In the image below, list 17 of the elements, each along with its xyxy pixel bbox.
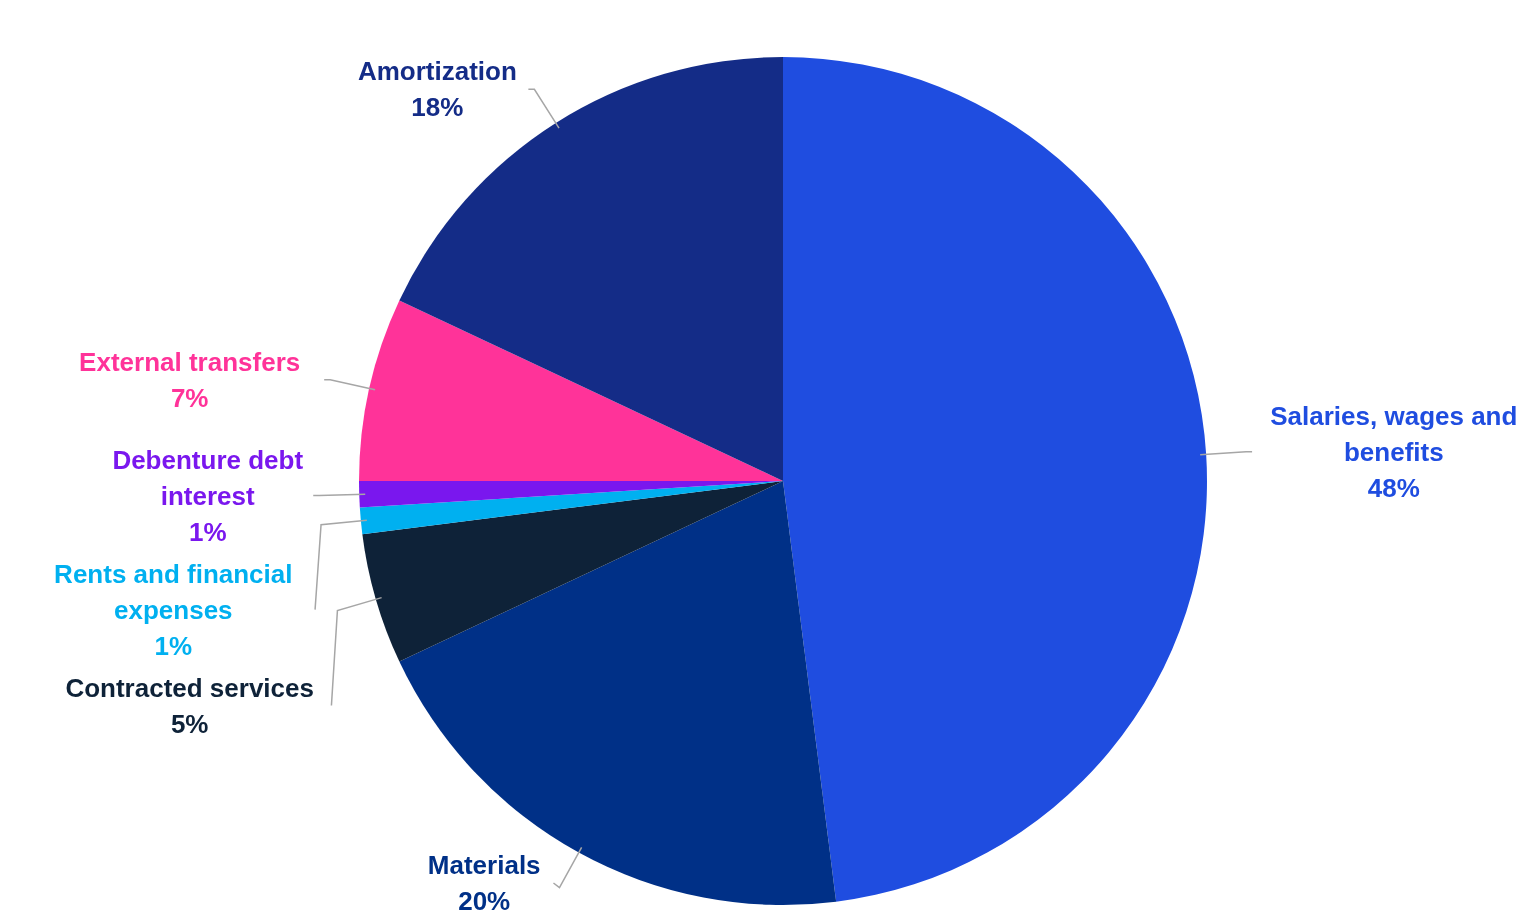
data-label: 1% [188, 516, 227, 547]
data-label: 18% [411, 92, 464, 123]
data-label: 5% [170, 708, 209, 739]
pie-slice [359, 300, 783, 481]
data-label: 1% [154, 630, 193, 661]
slice-label: External transfers [79, 346, 301, 377]
slice-label: Debenture debt interest [112, 444, 304, 511]
slice-label: Rents and financial expenses [54, 558, 293, 625]
pie-slice [783, 57, 1207, 902]
pie-slice [362, 481, 783, 662]
slice-label: Materials [427, 850, 541, 880]
data-label: 48% [1367, 472, 1420, 503]
data-label: 20% [458, 886, 511, 916]
data-label: 7% [170, 382, 209, 413]
slice-label: Amortization [357, 56, 517, 87]
slice-label: Contracted services [65, 672, 314, 703]
slice-label: Salaries, wages and benefits [1270, 400, 1518, 467]
